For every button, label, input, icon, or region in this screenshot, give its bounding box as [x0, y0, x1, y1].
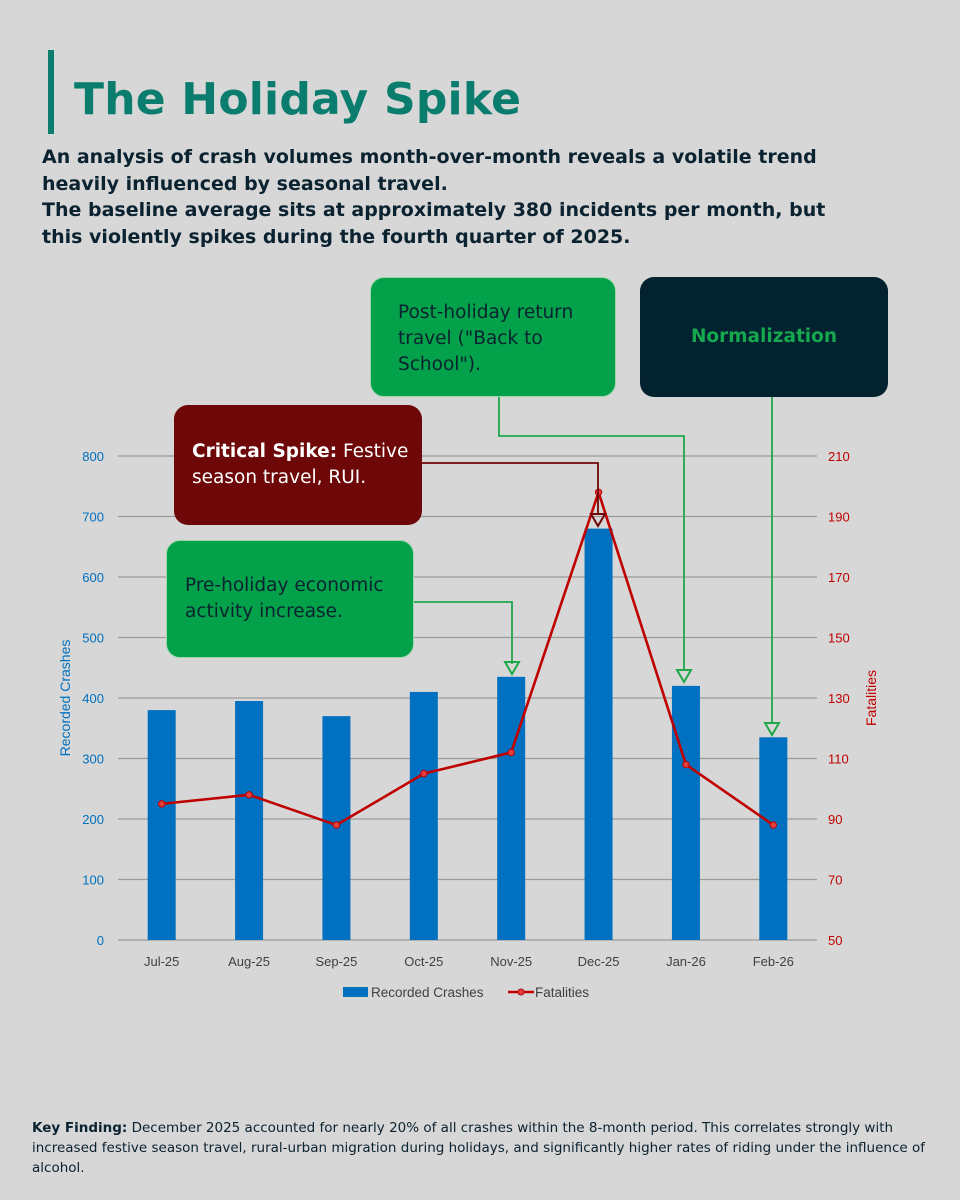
arrow-pre-holiday: [414, 601, 513, 664]
intro-line-1: An analysis of crash volumes month-over-…: [42, 146, 817, 195]
x-tick-label: Oct-25: [404, 954, 443, 969]
legend-label-crashes: Recorded Crashes: [371, 985, 484, 1000]
bar: [497, 676, 526, 940]
bar: [584, 528, 613, 940]
bar: [235, 701, 264, 940]
y2-tick-label: 110: [828, 752, 849, 767]
y-tick-label: 0: [97, 933, 104, 948]
y-tick-label: 200: [82, 812, 104, 827]
key-finding-text: December 2025 accounted for nearly 20% o…: [32, 1120, 926, 1176]
bar: [671, 685, 700, 940]
key-finding: Key Finding: December 2025 accounted for…: [32, 1118, 942, 1178]
callout-pre-holiday-text: Pre-holiday economic activity increase.: [185, 575, 384, 622]
x-tick-label: Jul-25: [144, 954, 179, 969]
callout-critical-label: Critical Spike:: [192, 441, 338, 462]
y-tick-label: 500: [82, 631, 104, 646]
y-tick-label: 400: [82, 691, 104, 706]
arrow-head-normalization: [763, 722, 781, 737]
callout-critical-spike: Critical Spike: Festive season travel, R…: [174, 405, 422, 525]
title-accent-bar: [48, 50, 54, 134]
y-tick-label: 600: [82, 570, 104, 585]
y2-tick-label: 70: [828, 873, 842, 888]
callout-normalization-text: Normalization: [690, 326, 838, 347]
intro-line-2: The baseline average sits at approximate…: [42, 199, 826, 248]
fatality-point: [507, 748, 515, 757]
y2-tick-label: 50: [828, 933, 842, 948]
fatality-point: [420, 769, 428, 778]
arrow-head-pre-holiday: [503, 661, 521, 676]
x-tick-label: Sep-25: [315, 954, 357, 969]
x-tick-label: Jan-26: [666, 954, 706, 969]
y-tick-label: 300: [82, 752, 104, 767]
y-tick-label: 100: [82, 873, 104, 888]
fatality-point: [157, 800, 166, 808]
callout-post-holiday-text: Post-holiday return travel ("Back to Sch…: [398, 302, 574, 375]
legend-marker-fatalities: [517, 988, 525, 996]
y2-tick-label: 190: [828, 510, 850, 525]
y2-tick-label: 130: [828, 691, 850, 706]
callout-normalization: Normalization: [640, 277, 888, 397]
y2-axis-title: Fatalities: [863, 670, 879, 726]
bar: [759, 737, 788, 940]
y-axis-title: Recorded Crashes: [57, 640, 73, 757]
callout-critical-text: Festive season travel, RUI.: [192, 441, 409, 488]
y2-tick-label: 210: [828, 449, 850, 464]
arrow-critical: [422, 462, 599, 515]
intro-text: An analysis of crash volumes month-over-…: [42, 144, 862, 250]
fatalities-line: [161, 490, 775, 827]
arrow-head-critical: [589, 513, 607, 528]
y-tick-label: 800: [82, 449, 104, 464]
page-title: The Holiday Spike: [74, 74, 522, 125]
fatality-point: [682, 760, 690, 769]
x-tick-label: Feb-26: [753, 954, 794, 969]
y2-tick-label: 170: [828, 570, 850, 585]
y2-tick-label: 150: [828, 631, 850, 646]
legend-swatch-crashes: [343, 987, 368, 997]
x-tick-label: Nov-25: [490, 954, 532, 969]
arrow-head-post-holiday: [675, 669, 693, 684]
key-finding-label: Key Finding:: [32, 1120, 128, 1136]
bar: [409, 691, 438, 940]
callout-pre-holiday: Pre-holiday economic activity increase.: [166, 540, 414, 658]
x-tick-label: Aug-25: [228, 954, 270, 969]
fatality-point: [245, 791, 253, 799]
legend-label-fatalities: Fatalities: [535, 985, 589, 1000]
callout-post-holiday: Post-holiday return travel ("Back to Sch…: [370, 277, 616, 397]
fatality-point: [769, 821, 778, 829]
x-tick-label: Dec-25: [578, 954, 620, 969]
bar: [147, 710, 176, 940]
fatality-point: [332, 821, 341, 829]
arrow-post-holiday: [498, 397, 685, 671]
y2-tick-label: 90: [828, 812, 842, 827]
y-tick-label: 700: [82, 510, 104, 525]
